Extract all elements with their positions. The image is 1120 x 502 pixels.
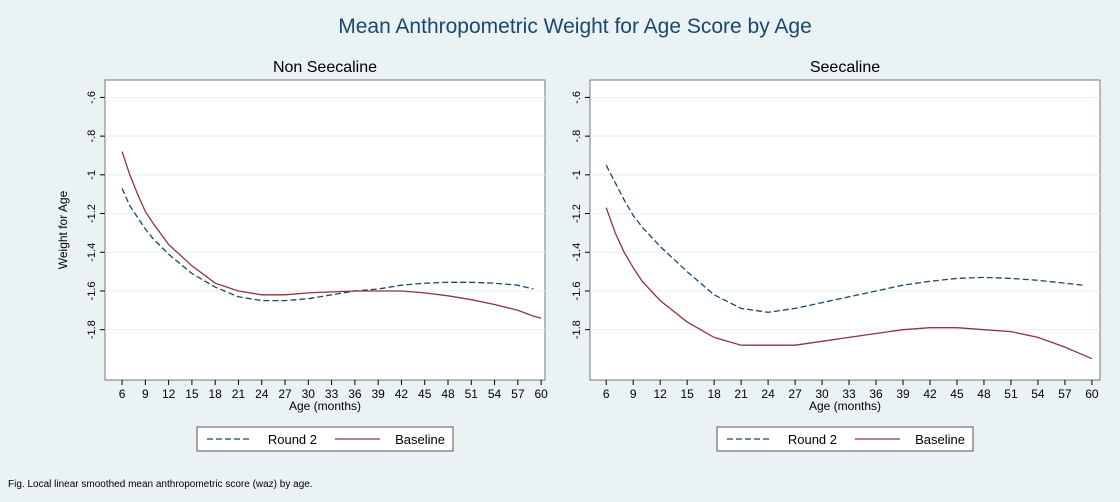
x-tick-label: 42 <box>923 387 937 401</box>
y-tick-label: -1 <box>571 170 583 180</box>
x-tick-label: 42 <box>395 387 409 401</box>
x-tick-label: 57 <box>1058 387 1072 401</box>
y-tick-label: -1 <box>86 170 98 180</box>
legend-label: Baseline <box>915 432 965 447</box>
series-line <box>121 151 542 319</box>
x-tick-label: 6 <box>119 387 126 401</box>
y-axis-label: Weight for Age <box>56 190 70 269</box>
y-tick-label: -.6 <box>571 91 583 104</box>
series-line <box>605 207 1093 360</box>
x-tick-label: 36 <box>348 387 362 401</box>
y-tick-label: -1.2 <box>571 204 583 223</box>
x-tick-label: 33 <box>842 387 856 401</box>
x-tick-label: 24 <box>255 387 269 401</box>
y-tick-label: -1.6 <box>571 281 583 300</box>
y-tick-label: -1.8 <box>86 320 98 339</box>
x-tick-label: 30 <box>302 387 316 401</box>
x-tick-label: 39 <box>371 387 385 401</box>
figure-note: Fig. Local linear smoothed mean anthropo… <box>8 479 313 490</box>
y-tick-label: -1.8 <box>571 320 583 339</box>
x-tick-label: 27 <box>788 387 802 401</box>
x-tick-label: 30 <box>815 387 829 401</box>
y-tick-label: -1.2 <box>86 204 98 223</box>
legend-label: Round 2 <box>268 432 317 447</box>
x-tick-label: 54 <box>1031 387 1045 401</box>
x-tick-label: 12 <box>162 387 176 401</box>
x-tick-label: 48 <box>977 387 991 401</box>
series-line <box>605 164 1083 313</box>
legend-label: Round 2 <box>788 432 837 447</box>
x-tick-label: 18 <box>209 387 223 401</box>
x-tick-label: 24 <box>761 387 775 401</box>
panel-title: Non Seecaline <box>273 59 377 76</box>
x-tick-label: 9 <box>142 387 149 401</box>
x-tick-label: 6 <box>603 387 610 401</box>
x-tick-label: 57 <box>511 387 525 401</box>
x-tick-label: 51 <box>1004 387 1018 401</box>
y-tick-label: -1.6 <box>86 281 98 300</box>
x-tick-label: 21 <box>734 387 748 401</box>
x-tick-label: 39 <box>896 387 910 401</box>
x-tick-label: 45 <box>950 387 964 401</box>
y-tick-label: -1.4 <box>86 243 98 262</box>
panel-title: Seecaline <box>810 59 880 76</box>
x-tick-label: 18 <box>707 387 721 401</box>
x-tick-label: 15 <box>185 387 199 401</box>
x-tick-label: 27 <box>278 387 292 401</box>
x-tick-label: 36 <box>869 387 883 401</box>
x-axis-label: Age (months) <box>289 399 361 413</box>
y-tick-label: -.6 <box>86 91 98 104</box>
x-tick-label: 12 <box>653 387 667 401</box>
x-tick-label: 60 <box>1085 387 1099 401</box>
x-axis-label: Age (months) <box>809 399 881 413</box>
x-tick-label: 51 <box>465 387 479 401</box>
x-tick-label: 45 <box>418 387 432 401</box>
x-tick-label: 54 <box>488 387 502 401</box>
x-tick-label: 60 <box>534 387 548 401</box>
legend-label: Baseline <box>395 432 445 447</box>
plot-area <box>589 79 1101 381</box>
x-tick-label: 33 <box>325 387 339 401</box>
plot-area <box>104 79 546 381</box>
x-tick-label: 21 <box>232 387 246 401</box>
figure-title: Mean Anthropometric Weight for Age Score… <box>338 15 812 38</box>
y-tick-label: -1.4 <box>571 243 583 262</box>
y-tick-label: -.8 <box>571 130 583 143</box>
x-tick-label: 48 <box>441 387 455 401</box>
y-tick-label: -.8 <box>86 130 98 143</box>
x-tick-label: 9 <box>630 387 637 401</box>
x-tick-label: 15 <box>680 387 694 401</box>
